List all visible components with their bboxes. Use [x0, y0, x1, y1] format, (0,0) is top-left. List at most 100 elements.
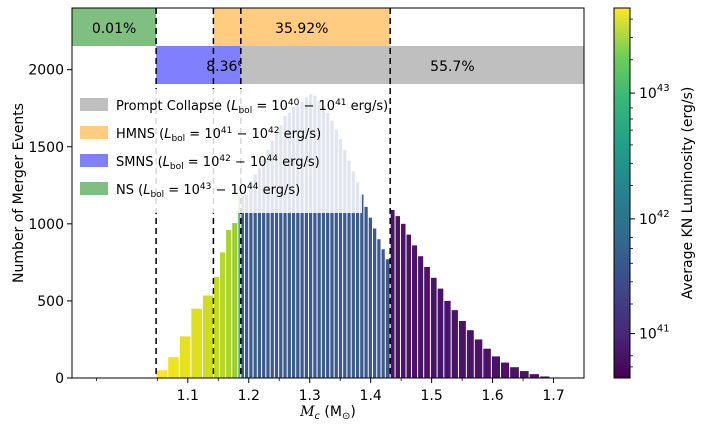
bar [244, 194, 249, 378]
bar [474, 339, 483, 378]
bar [401, 223, 406, 378]
bar [308, 94, 313, 378]
x-tick-label: 1.3 [299, 388, 321, 404]
bar [540, 376, 550, 378]
bar [330, 120, 334, 379]
x-tick-label: 1.4 [360, 388, 382, 404]
bar [202, 295, 213, 378]
bar [347, 160, 351, 378]
bar [364, 206, 368, 378]
y-tick-label: 1000 [28, 217, 64, 233]
colorbar-tick-label: 1042 [639, 209, 670, 228]
bar [238, 195, 241, 378]
bar [385, 259, 390, 378]
bar [220, 252, 226, 378]
bar [249, 180, 253, 378]
x-tick-label: 1.6 [481, 388, 503, 404]
legend: Prompt Collapse (Lbol = 1040 − 1041 erg/… [76, 89, 388, 213]
bar [500, 362, 510, 378]
bar [334, 129, 338, 378]
legend-swatch [80, 98, 108, 111]
colorbar-gradient [613, 7, 631, 379]
y-axis-label: Number of Merger Events [11, 103, 27, 283]
bar [287, 112, 291, 378]
bar [406, 234, 412, 378]
y-tick-label: 1500 [28, 140, 64, 156]
bar [300, 102, 304, 379]
bar [291, 106, 296, 379]
bar [226, 230, 232, 378]
bar [279, 125, 283, 379]
bar [381, 249, 385, 378]
bar [274, 131, 279, 378]
axes: 0 500 1000 1500 2000 1.1 1.2 1.3 1.4 1.5 1.6 1.7 Num… [11, 7, 585, 422]
bar [213, 277, 220, 378]
bar [430, 277, 437, 378]
bar [395, 216, 401, 378]
bar [313, 95, 317, 378]
bar [296, 103, 300, 378]
bar [253, 174, 257, 378]
bar [270, 140, 274, 378]
bar [304, 97, 308, 379]
bar [529, 374, 540, 378]
bar [191, 308, 202, 378]
x-tick-label: 1.2 [238, 388, 260, 404]
band-bottom-1 [240, 46, 585, 84]
legend-frame [76, 89, 362, 213]
colorbar: 1043 1042 1041 Average KN Luminosity (erg/s… [613, 7, 696, 379]
bar [262, 159, 266, 378]
band-label-top-0: 0.01% [92, 21, 136, 37]
bar [372, 228, 377, 378]
colorbar-label: Average KN Luminosity (erg/s) [680, 87, 696, 300]
bar [317, 100, 321, 378]
legend-entry: NS (Lbol = 1043 − 1044 erg/s) [116, 182, 300, 200]
bar [355, 182, 360, 378]
bar [451, 310, 458, 378]
bar [321, 106, 326, 379]
legend-entry: SMNS (Lbol = 1042 − 1044 erg/s) [116, 154, 320, 172]
bar [444, 300, 451, 378]
y-tick-label: 0 [55, 371, 64, 387]
band-top-0 [72, 8, 157, 46]
x-tick-label: 1.7 [542, 388, 564, 404]
bar [483, 348, 491, 378]
percentage-bands: 0.01% 35.92% 8.36% 55.7% [72, 8, 585, 84]
bar [338, 139, 343, 378]
bar [491, 356, 500, 378]
bar [156, 370, 168, 378]
legend-swatch [80, 154, 108, 167]
legend-entry: HMNS (Lbol = 1041 − 1042 erg/s) [116, 126, 321, 144]
band-label-bottom-0: 8.36% [206, 59, 250, 75]
bar [168, 357, 179, 378]
x-tick-label: 1.5 [420, 388, 442, 404]
bar [179, 336, 191, 378]
bar [418, 256, 424, 378]
legend-swatch [80, 182, 108, 195]
bar [257, 168, 262, 378]
band-bottom-0 [156, 46, 241, 84]
bar [232, 223, 238, 378]
bar [519, 371, 529, 378]
bar [424, 267, 430, 378]
bar [390, 209, 395, 378]
y-tick-label: 2000 [28, 63, 64, 79]
bar [283, 115, 287, 379]
band-label-top-1: 35.92% [275, 21, 328, 37]
bar [412, 245, 418, 378]
colorbar-tick-label: 1041 [639, 324, 670, 343]
bar [351, 171, 355, 378]
colorbar-tick-label: 1043 [639, 83, 670, 102]
plot-frame [71, 7, 585, 379]
histogram-bars [156, 94, 550, 379]
bar [241, 194, 244, 378]
bar [266, 149, 270, 378]
bar [458, 320, 466, 378]
legend-entry: Prompt Collapse (Lbol = 1040 − 1041 erg/… [116, 98, 388, 116]
bar [510, 367, 519, 378]
y-tick-label: 500 [37, 294, 64, 310]
x-axis-label: Mc (M⊙) [299, 404, 356, 422]
band-top-1 [213, 8, 391, 46]
bar [326, 112, 330, 378]
bar [377, 239, 381, 378]
